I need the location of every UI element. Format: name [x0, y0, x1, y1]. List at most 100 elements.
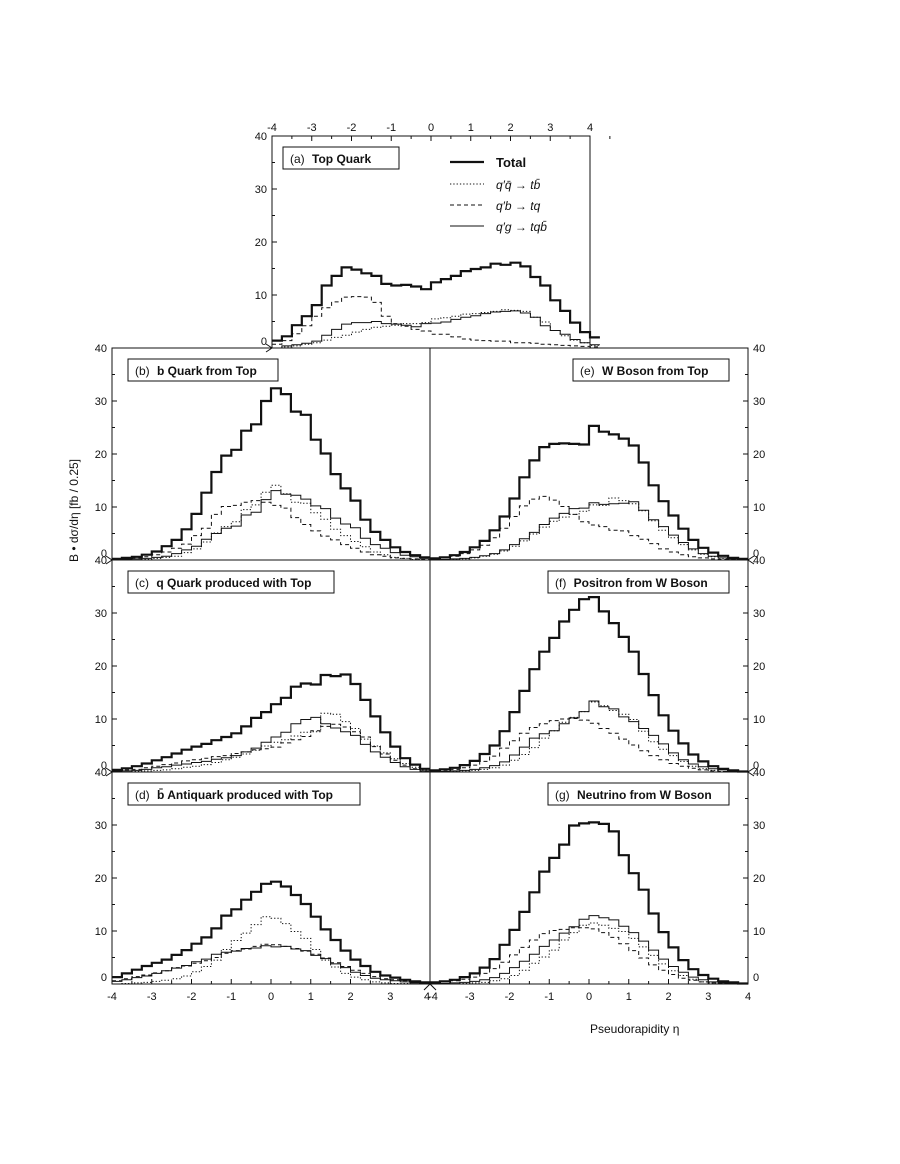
- axis-break-mark-2: [105, 767, 113, 777]
- panel-c-ytick-label-3: 30: [95, 608, 107, 620]
- axis-break-mark-1: [105, 555, 113, 565]
- panel-c-ytick-label-0: 0: [101, 760, 107, 772]
- panel-d-xtick-label-3: -1: [226, 991, 236, 1003]
- axis-break-mark-4: [747, 767, 755, 777]
- panel-d-b-antiquark: (d) b̄ Antiquark produced with Top 01020…: [95, 767, 431, 1003]
- panel-d-xtick-label-4: 0: [268, 991, 274, 1003]
- panel-d-series-thin: [112, 945, 430, 984]
- panel-d-ytick-label-1: 10: [95, 926, 107, 938]
- panel-f-ytick-label-0: 0: [753, 760, 759, 772]
- panel-a-ytick-label-1: 10: [255, 290, 267, 302]
- panel-b-ytick-label-4: 40: [95, 343, 107, 355]
- panel-f-ytick-label-2: 20: [753, 661, 765, 673]
- panel-e-title-box: [572, 358, 730, 382]
- panel-a-ytick-label-3: 30: [255, 184, 267, 196]
- legend: Total q′q̄ → tb̄ q′b → tq q′g → tqb̄: [450, 155, 547, 234]
- panel-d-series-total: [112, 880, 430, 984]
- panel-a-title: (a) Top Quark: [290, 152, 371, 166]
- panel-a-ytick-label-2: 20: [255, 237, 267, 249]
- panel-a-xtick-label-7: 3: [547, 122, 553, 134]
- panel-e-ytick-label-2: 20: [753, 449, 765, 461]
- panel-a-series-thin: [272, 310, 600, 349]
- panel-d-title: (d) b̄ Antiquark produced with Top: [135, 788, 333, 802]
- panel-d-title-box: [127, 782, 361, 806]
- panel-e-ytick-label-4: 40: [753, 343, 765, 355]
- panel-f-positron: (f) Positron from W Boson 0 10 20 30 40: [429, 555, 765, 773]
- panel-e-series-total: [430, 424, 748, 560]
- panel-d-xtick-label-7: 3: [387, 991, 393, 1003]
- panel-e-title: (e) W Boson from Top: [580, 364, 708, 378]
- panel-d-xtick-label-6: 2: [347, 991, 353, 1003]
- panel-b-title: (b) b Quark from Top: [135, 364, 257, 378]
- panel-g-xtick-label-5: 1: [626, 991, 632, 1003]
- panel-f-ytick-label-3: 30: [753, 608, 765, 620]
- panel-b-series-dotted: [112, 484, 430, 561]
- panel-g-xtick-label-6: 2: [665, 991, 671, 1003]
- panel-a-xtick-label-6: 2: [507, 122, 513, 134]
- panel-g-ytick-label-0: 0: [753, 972, 759, 984]
- panel-f-title-box: [547, 570, 730, 594]
- legend-label-qg: q′g → tqb̄: [496, 220, 547, 234]
- panel-g-ytick-label-4: 40: [753, 767, 765, 779]
- panel-a-xtick-label-8: 4: [587, 122, 593, 134]
- panel-e-series-dashed: [430, 495, 748, 561]
- panel-d-xtick-label-2: -2: [187, 991, 197, 1003]
- panel-a-xtick-label-2: -2: [347, 122, 357, 134]
- panel-f-title: (f) Positron from W Boson: [555, 576, 708, 590]
- panel-g-series-thin: [430, 915, 748, 985]
- panel-f-series-dashed: [430, 718, 748, 773]
- panel-f-series-thin: [430, 700, 748, 772]
- panel-a-ytick-label-0: 0: [261, 336, 267, 348]
- panel-f-series-total: [430, 596, 748, 773]
- panel-g-ytick-label-2: 20: [753, 873, 765, 885]
- panel-e-ytick-label-0: 0: [753, 548, 759, 560]
- panel-c-ytick-label-4: 40: [95, 555, 107, 567]
- panel-a-ytick-label-4: 40: [255, 131, 267, 143]
- panel-g-series-total: [430, 821, 748, 985]
- panel-e-series-thin: [430, 501, 748, 560]
- panel-f-ytick-label-4: 40: [753, 555, 765, 567]
- panel-c-title: (c) q Quark produced with Top: [135, 576, 311, 590]
- panel-c-ytick-label-1: 10: [95, 714, 107, 726]
- panel-g-ytick-label-1: 10: [753, 926, 765, 938]
- legend-label-qb: q′b → tq: [496, 199, 541, 213]
- panel-b-series-thin: [112, 490, 430, 560]
- axis-break-mark-bottom: [423, 983, 437, 991]
- panel-b-title-box: [127, 358, 279, 382]
- x-axis-title: Pseudorapidity η: [590, 1022, 679, 1036]
- panel-g-series-dashed: [430, 927, 748, 985]
- panel-a-top-quark: (a) Top Quark Total q′q̄ → tb̄ q′b → tq …: [255, 122, 611, 349]
- panel-a-xtick-label-1: -3: [307, 122, 317, 134]
- panel-c-ytick-label-2: 20: [95, 661, 107, 673]
- panel-g-xtick-label-7: 3: [705, 991, 711, 1003]
- panel-c-q-quark: (c) q Quark produced with Top 0 10 20 30 40: [95, 555, 431, 773]
- panel-b-b-quark: (b) b Quark from Top 0 10 20 30 40: [95, 343, 431, 561]
- panel-g-xtick-label-0: -4: [428, 991, 438, 1003]
- panel-c-series-total: [112, 673, 430, 771]
- panel-b-ytick-label-0: 0: [101, 548, 107, 560]
- panel-g-series-dotted: [430, 922, 748, 985]
- panel-d-ytick-label-4: 40: [95, 767, 107, 779]
- panel-g-xtick-label-2: -2: [505, 991, 515, 1003]
- panel-d-series-dotted: [112, 916, 430, 985]
- panel-b-ytick-label-3: 30: [95, 396, 107, 408]
- panel-f-ytick-label-1: 10: [753, 714, 765, 726]
- panel-g-xtick-label-4: 0: [586, 991, 592, 1003]
- panel-a-xtick-label-4: 0: [428, 122, 434, 134]
- panel-c-title-box: [127, 570, 335, 594]
- panel-g-title: (g) Neutrino from W Boson: [555, 788, 712, 802]
- panel-c-series-thin: [112, 716, 430, 772]
- panel-g-xtick-label-8: 4: [745, 991, 751, 1003]
- panel-d-xtick-label-5: 1: [308, 991, 314, 1003]
- legend-label-qqbar: q′q̄ → tb̄: [496, 178, 541, 192]
- panel-c-series-dashed: [112, 723, 430, 772]
- panel-d-ytick-label-2: 20: [95, 873, 107, 885]
- panel-d-ytick-label-0: 0: [101, 972, 107, 984]
- axis-break-mark-3: [747, 555, 755, 565]
- panel-b-ytick-label-2: 20: [95, 449, 107, 461]
- panel-d-xtick-label-0: -4: [107, 991, 117, 1003]
- panel-a-xtick-label-5: 1: [468, 122, 474, 134]
- panel-a-title-box: [282, 146, 400, 170]
